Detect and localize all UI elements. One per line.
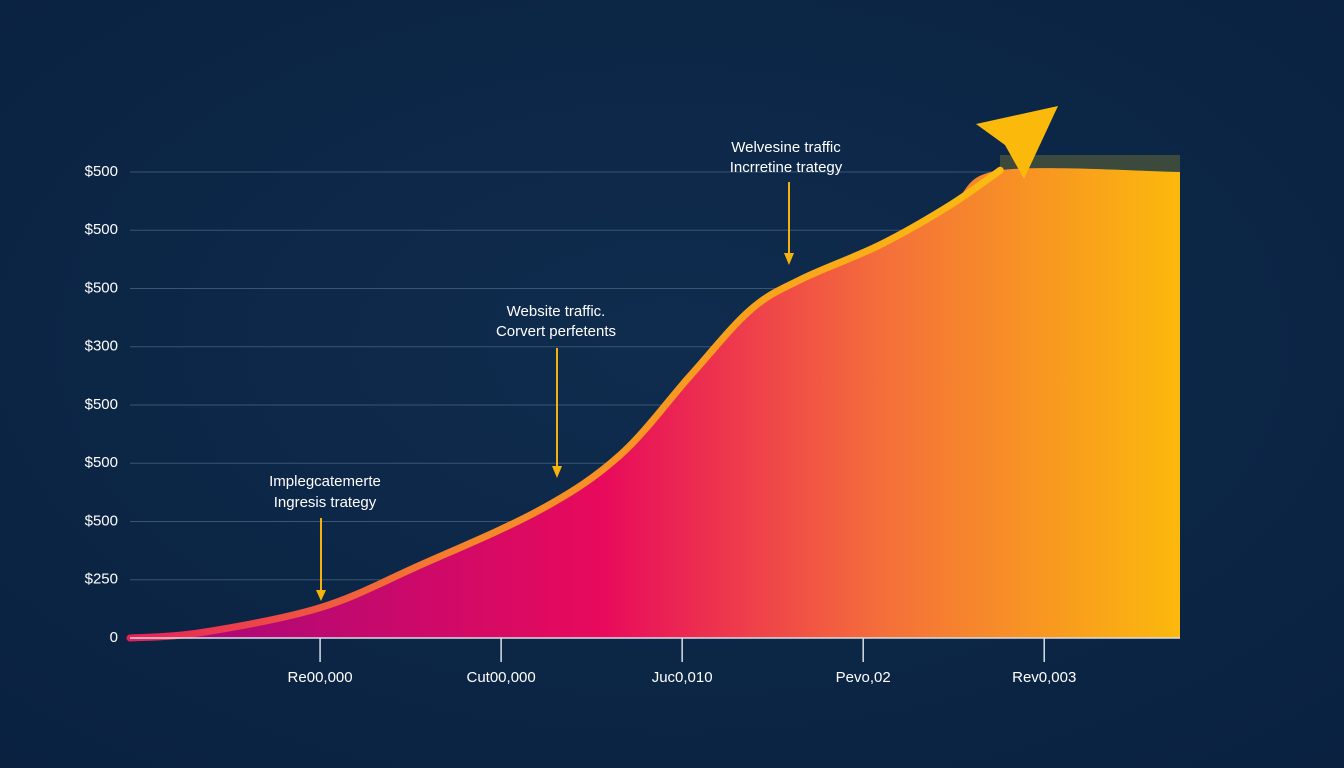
annotation-text: Implegcatemerte — [269, 473, 381, 490]
annotation-text: Corvert perfetents — [496, 323, 616, 340]
x-tick-label: Cut00,000 — [467, 669, 536, 686]
y-tick-label: 0 — [110, 629, 118, 646]
x-tick-label: Re00,000 — [288, 669, 353, 686]
y-tick-label: $500 — [85, 163, 118, 180]
annotation-text: Welvesine traffic — [731, 139, 841, 156]
x-tick-label: Pevo,02 — [836, 669, 891, 686]
y-tick-label: $500 — [85, 221, 118, 238]
annotation-text: Incrretine trategy — [730, 159, 843, 176]
y-tick-label: $500 — [85, 279, 118, 296]
area — [130, 168, 1180, 638]
trend-line — [126, 166, 1004, 642]
x-tick-label: Rev0,003 — [1012, 669, 1076, 686]
x-tick-label: Juc0,010 — [652, 669, 713, 686]
annotation-arrowhead — [784, 253, 794, 265]
y-tick-label: $500 — [85, 454, 118, 471]
axes: 0 $250 $500 $500 $500 $300 $500 $500 $500 Re00,00… — [85, 163, 1180, 686]
y-tick-label: $500 — [85, 512, 118, 529]
annotation-text: Website traffic. — [507, 303, 606, 320]
y-tick-label: $300 — [85, 338, 118, 355]
annotation-arrowhead — [316, 590, 326, 601]
y-tick-label: $500 — [85, 396, 118, 413]
plot — [126, 166, 1180, 642]
trend-arrowhead — [976, 106, 1058, 179]
annotation-arrowhead — [552, 466, 562, 478]
annotation-text: Ingresis trategy — [274, 494, 377, 511]
y-tick-label: $250 — [85, 571, 118, 588]
annotations: Implegcatemerte Ingresis trategy Website… — [269, 139, 843, 601]
